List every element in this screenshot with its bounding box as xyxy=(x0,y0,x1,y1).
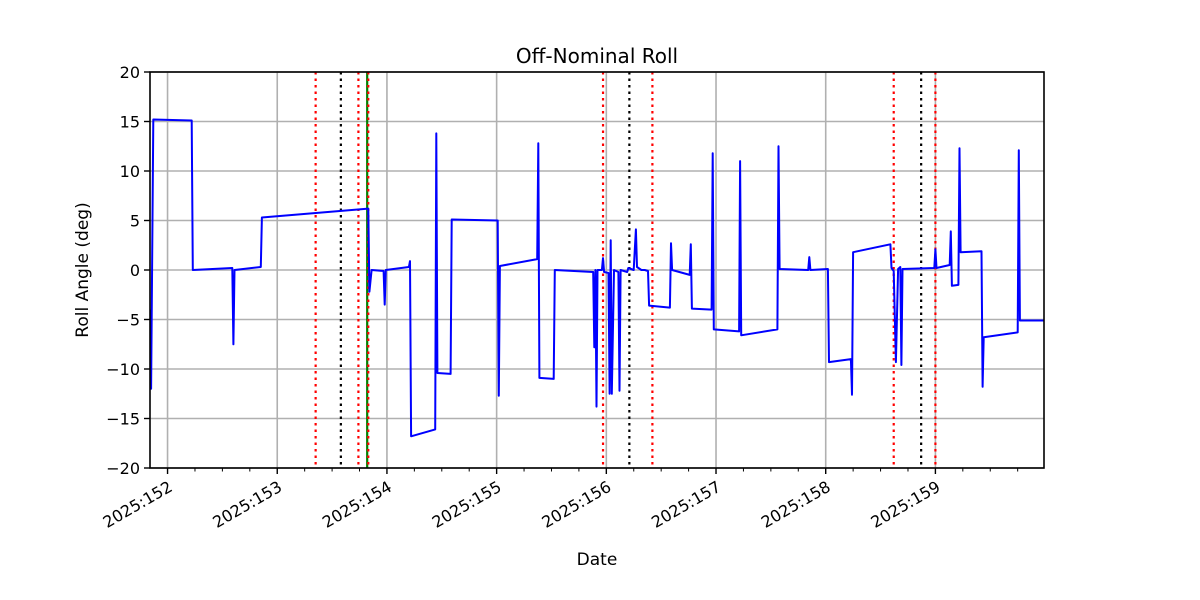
y-tick-label: −5 xyxy=(116,311,140,330)
y-tick-label: 10 xyxy=(120,162,140,181)
x-axis-label: Date xyxy=(577,550,618,570)
y-tick-label: 0 xyxy=(130,261,140,280)
y-axis-label: Roll Angle (deg) xyxy=(73,202,93,337)
vertical-markers xyxy=(314,72,937,468)
y-tick-label: 20 xyxy=(120,63,140,82)
series-layer xyxy=(150,118,1044,438)
roll-series-line xyxy=(150,118,1044,438)
y-tick-label: 15 xyxy=(120,113,140,132)
chart-title: Off-Nominal Roll xyxy=(516,44,678,68)
y-tick-label: −20 xyxy=(106,459,140,478)
y-tick-label: 5 xyxy=(130,212,140,231)
y-tick-label: −10 xyxy=(106,360,140,379)
plot-area xyxy=(150,118,1044,438)
y-tick-label: −15 xyxy=(106,410,140,429)
